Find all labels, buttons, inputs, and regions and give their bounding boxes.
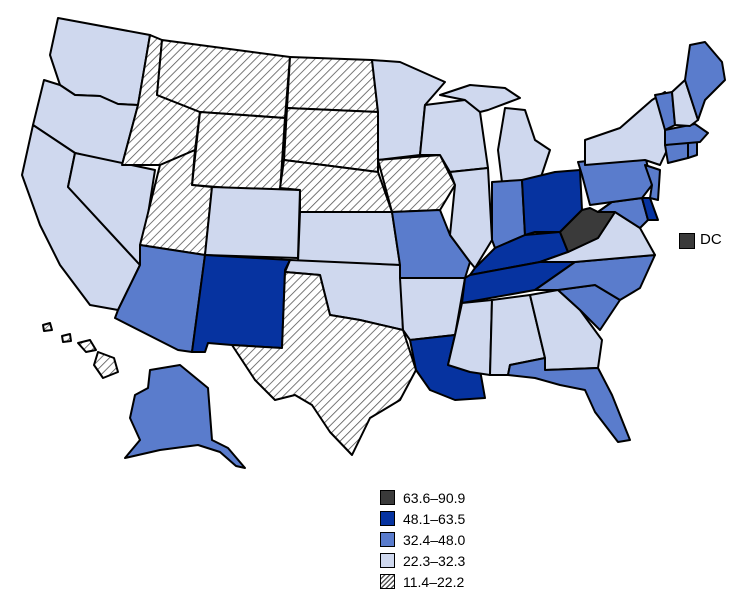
legend-label-5: 11.4–22.2 — [403, 573, 465, 590]
state-mi-lower — [497, 107, 551, 183]
state-hi-1 — [42, 322, 53, 332]
legend-label-1: 63.6–90.9 — [403, 489, 466, 506]
state-de — [641, 197, 659, 221]
legend-item-3: 32.4–48.0 — [380, 529, 465, 550]
state-mi-upper — [439, 84, 521, 113]
state-hi-2 — [61, 333, 72, 343]
legend-swatch-5 — [380, 574, 395, 589]
state-ks — [297, 211, 401, 266]
state-ak — [124, 364, 246, 469]
legend-item-1: 63.6–90.9 — [380, 487, 465, 508]
legend-swatch-3 — [380, 532, 395, 547]
dc-label: DC — [700, 231, 722, 248]
state-nh — [671, 79, 699, 127]
state-mo — [391, 209, 471, 279]
legend-label-2: 48.1–63.5 — [403, 510, 466, 527]
state-il — [449, 167, 493, 269]
legend: 63.6–90.9 48.1–63.5 32.4–48.0 22.3–32.3 … — [380, 487, 465, 592]
state-nd — [286, 56, 379, 113]
state-hi-big — [93, 351, 119, 379]
state-nm — [191, 254, 291, 353]
dc-marker — [679, 233, 695, 249]
state-ny — [584, 91, 669, 166]
state-ia — [377, 154, 456, 213]
state-fl — [507, 357, 631, 443]
legend-item-5: 11.4–22.2 — [380, 571, 465, 592]
legend-label-4: 22.3–32.3 — [403, 552, 466, 569]
state-wy — [191, 111, 286, 193]
legend-swatch-4 — [380, 553, 395, 568]
legend-item-4: 22.3–32.3 — [380, 550, 465, 571]
state-nj — [644, 164, 661, 201]
state-tx — [231, 271, 417, 456]
state-hi-3 — [77, 339, 97, 353]
legend-label-3: 32.4–48.0 — [403, 531, 466, 548]
legend-swatch-1 — [380, 490, 395, 505]
legend-item-2: 48.1–63.5 — [380, 508, 465, 529]
legend-swatch-2 — [380, 511, 395, 526]
state-co — [204, 186, 301, 259]
state-me — [684, 41, 726, 121]
